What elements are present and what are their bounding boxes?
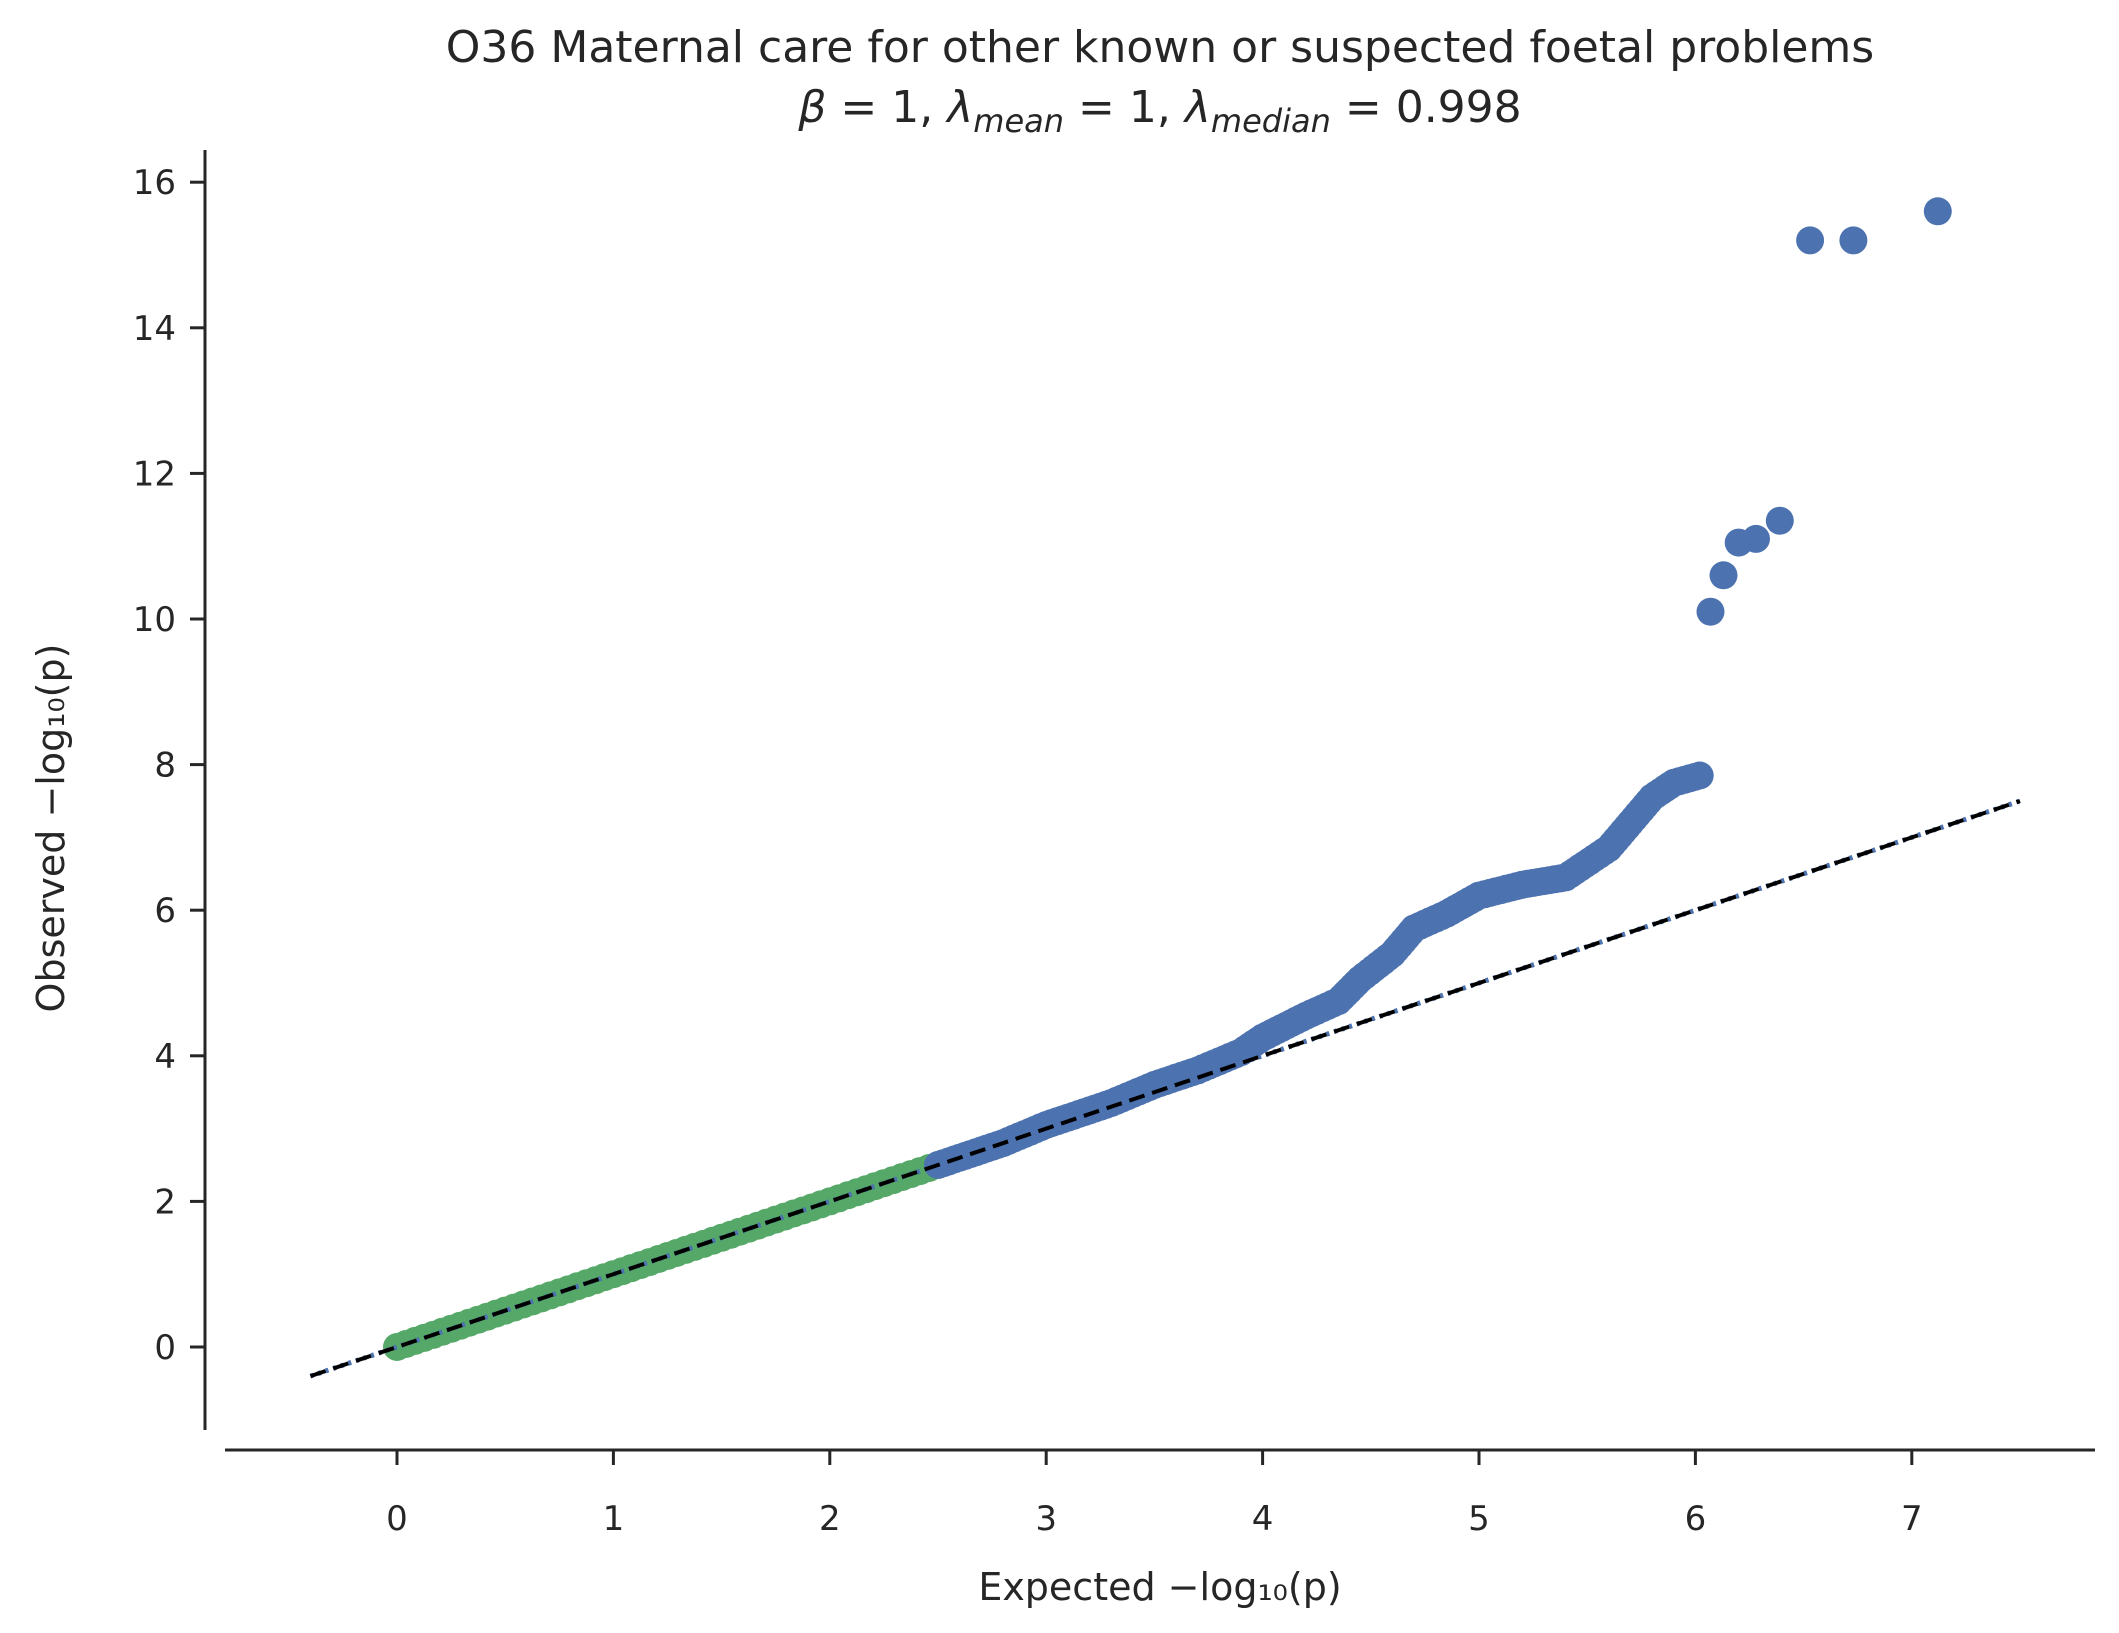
lambda-mean-symbol: λ xyxy=(945,82,973,133)
y-axis-label: Observed −log₁₀(p) xyxy=(29,644,73,1013)
outlier-point xyxy=(1839,226,1868,255)
sep-2: , xyxy=(1157,82,1185,133)
outlier-point xyxy=(1742,524,1770,553)
y-tick-label: 8 xyxy=(154,746,176,786)
outlier-point xyxy=(1696,597,1725,626)
outlier-point xyxy=(1923,197,1952,226)
x-tick-label: 1 xyxy=(603,1499,625,1539)
chart-title: O36 Maternal care for other known or sus… xyxy=(446,22,1874,73)
equals-3: = xyxy=(1331,82,1396,133)
sep-1: , xyxy=(919,82,947,133)
x-tick-label: 7 xyxy=(1901,1499,1923,1539)
x-tick-label: 6 xyxy=(1685,1499,1707,1539)
reference-line xyxy=(309,799,2021,1379)
equals-2: = xyxy=(1064,82,1129,133)
outlier-point xyxy=(1709,561,1738,590)
y-axis-ticks: 0 2 4 6 8 10 12 14 16 xyxy=(133,163,205,1368)
y-tick-label: 10 xyxy=(133,600,176,640)
x-tick-label: 3 xyxy=(1035,1499,1057,1539)
y-tick-label: 6 xyxy=(154,891,176,931)
beta-symbol: β xyxy=(797,82,826,133)
x-axis-ticks: 0 1 2 3 4 5 6 7 xyxy=(386,1450,1923,1539)
reference-line-layer xyxy=(309,798,2021,1379)
y-tick-label: 14 xyxy=(133,309,176,349)
y-tick-label: 4 xyxy=(154,1037,176,1077)
lambda-mean-subscript: mean xyxy=(973,102,1064,140)
y-tick-label: 12 xyxy=(133,454,176,494)
y-tick-label: 16 xyxy=(133,163,176,203)
y-tick-label: 2 xyxy=(154,1182,176,1222)
x-tick-label: 2 xyxy=(819,1499,841,1539)
lambda-median-value: 0.998 xyxy=(1396,82,1522,133)
chart-subtitle: β = 1, λmean = 1, λmedian = 0.998 xyxy=(797,82,1521,140)
data-points-layer xyxy=(383,197,1952,1361)
outlier-point xyxy=(1796,226,1825,255)
equals-1: = xyxy=(826,82,891,133)
lambda-median-symbol: λ xyxy=(1183,82,1211,133)
x-tick-label: 0 xyxy=(386,1499,408,1539)
beta-value: 1 xyxy=(891,82,919,133)
x-axis-label: Expected −log₁₀(p) xyxy=(978,1565,1341,1609)
x-tick-label: 5 xyxy=(1468,1499,1490,1539)
x-tick-label: 4 xyxy=(1252,1499,1274,1539)
outlier-point xyxy=(1765,506,1794,535)
y-tick-label: 0 xyxy=(154,1328,176,1368)
lambda-median-subscript: median xyxy=(1211,102,1331,140)
blue-point xyxy=(1685,761,1714,790)
lambda-mean-value: 1 xyxy=(1129,82,1157,133)
